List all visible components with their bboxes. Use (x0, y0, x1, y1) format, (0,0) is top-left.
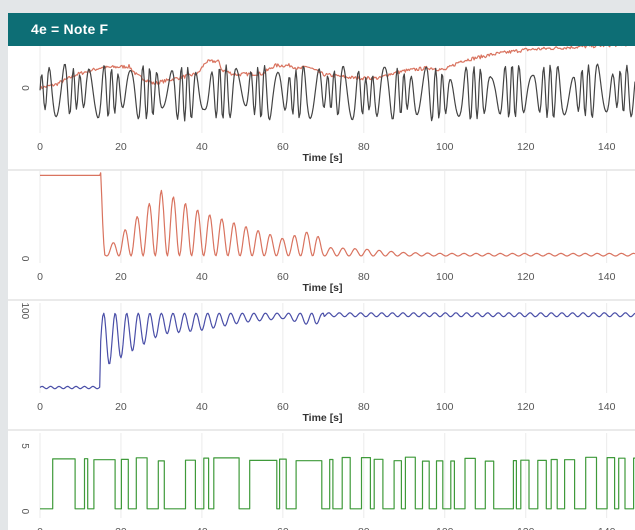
series-line-2 (39, 63, 635, 122)
chart-panel-2: 0 20 40 60 80 100 120 140 0 Time [s] (19, 171, 635, 294)
panel-title: 4e = Note F (31, 21, 109, 37)
x-tick-label: 100 (436, 271, 454, 283)
x-tick-label: 140 (598, 401, 616, 413)
x-tick-label: 100 (436, 526, 454, 530)
panel-header: 4e = Note F (8, 13, 635, 46)
x-tick-label: 0 (37, 526, 43, 530)
x-tick-label: 140 (598, 141, 616, 153)
x-tick-label: 40 (196, 401, 208, 413)
x-tick-label: 100 (436, 141, 454, 153)
y-tick-label: 5 (19, 443, 30, 449)
x-tick-label: 20 (115, 526, 127, 530)
x-tick-label: 80 (358, 141, 370, 153)
chart-panel-4: 0 20 40 60 80 100 120 140 5 0 (19, 433, 635, 530)
x-tick-label: 0 (37, 141, 43, 153)
charts-svg: 0 20 40 60 80 100 120 140 0 Time [s] 0 20 40 60 80 100 1… (8, 41, 635, 530)
x-tick-label: 40 (196, 141, 208, 153)
x-axis-label: Time [s] (302, 282, 342, 294)
x-tick-label: 60 (277, 271, 289, 283)
x-tick-label: 60 (277, 526, 289, 530)
x-axis-label: Time [s] (302, 152, 342, 164)
y-tick-label: 0 (19, 256, 30, 262)
x-tick-label: 100 (436, 401, 454, 413)
x-tick-label: 60 (277, 401, 289, 413)
x-tick-label: 140 (598, 526, 616, 530)
series-line-1 (39, 41, 635, 90)
x-tick-label: 80 (358, 526, 370, 530)
x-tick-label: 120 (517, 271, 535, 283)
x-tick-label: 0 (37, 271, 43, 283)
x-tick-label: 120 (517, 141, 535, 153)
figure-panel: 0 20 40 60 80 100 120 140 0 Time [s] 0 20 40 60 80 100 1… (8, 13, 635, 530)
x-tick-label: 20 (115, 401, 127, 413)
x-tick-label: 80 (358, 401, 370, 413)
x-tick-label: 120 (517, 401, 535, 413)
x-tick-label: 20 (115, 141, 127, 153)
x-tick-label: 0 (37, 401, 43, 413)
x-axis-label: Time [s] (302, 412, 342, 424)
series-line-1 (40, 172, 635, 257)
series-line-1 (40, 456, 635, 510)
chart-panel-1: 0 20 40 60 80 100 120 140 0 Time [s] (19, 41, 635, 164)
series-line-1 (39, 312, 635, 390)
x-tick-label: 120 (517, 526, 535, 530)
x-tick-label: 40 (196, 526, 208, 530)
y-tick-label: 100 (19, 302, 30, 319)
x-tick-label: 60 (277, 141, 289, 153)
x-tick-label: 140 (598, 271, 616, 283)
y-tick-label: 0 (19, 509, 30, 515)
y-tick-label: 0 (19, 85, 30, 91)
x-tick-label: 80 (358, 271, 370, 283)
x-tick-label: 20 (115, 271, 127, 283)
chart-panel-3: 0 20 40 60 80 100 120 140 100 Time [s] (19, 302, 635, 424)
x-tick-label: 40 (196, 271, 208, 283)
